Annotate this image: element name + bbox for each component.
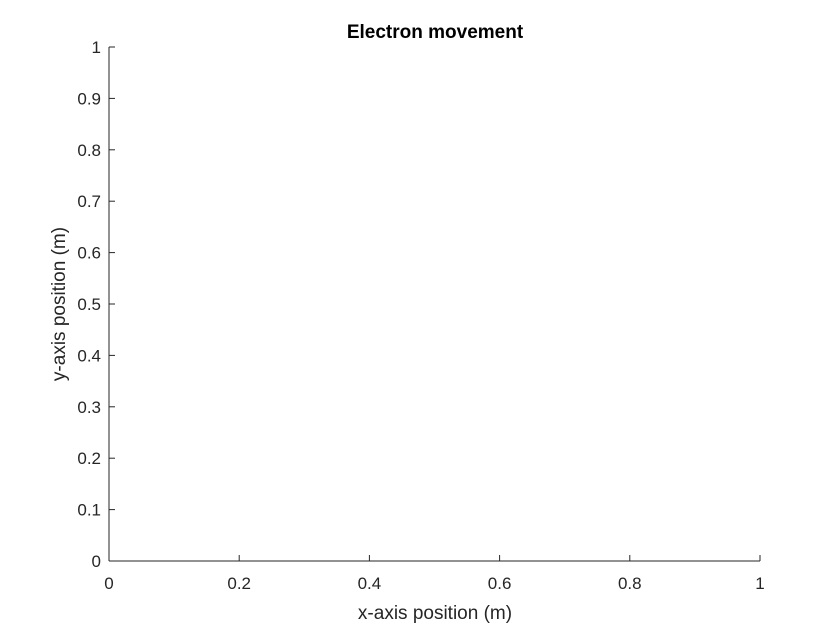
y-tick-label: 0.3 xyxy=(77,398,101,417)
y-tick-label: 0.9 xyxy=(77,89,101,108)
y-tick-label: 0.1 xyxy=(77,501,101,520)
x-tick-label: 0.2 xyxy=(227,574,251,593)
x-tick-label: 0.4 xyxy=(358,574,382,593)
y-ticks: 0 0.1 0.2 0.3 0.4 0.5 0.6 0.7 0.8 0.9 1 xyxy=(77,38,115,571)
y-tick-label: 0.8 xyxy=(77,141,101,160)
y-tick-label: 0.2 xyxy=(77,449,101,468)
x-tick-label: 0 xyxy=(104,574,113,593)
y-tick-label: 0.4 xyxy=(77,346,101,365)
y-tick-label: 0 xyxy=(92,552,101,571)
y-tick-label: 0.7 xyxy=(77,192,101,211)
chart-title: Electron movement xyxy=(347,22,524,43)
y-axis-title: y-axis position (m) xyxy=(49,227,70,381)
y-tick-label: 0.6 xyxy=(77,244,101,263)
x-ticks: 0 0.2 0.4 0.6 0.8 1 xyxy=(104,555,765,593)
x-axis-title: x-axis position (m) xyxy=(358,603,512,624)
x-tick-label: 0.6 xyxy=(488,574,512,593)
x-tick-label: 1 xyxy=(755,574,764,593)
plot-area: 0 0.2 0.4 0.6 0.8 1 0 0.1 0.2 0.3 0.4 0.5 0.6 0.7 0.8… xyxy=(77,38,764,593)
y-tick-label: 1 xyxy=(92,38,101,57)
y-tick-label: 0.5 xyxy=(77,295,101,314)
x-tick-label: 0.8 xyxy=(618,574,642,593)
